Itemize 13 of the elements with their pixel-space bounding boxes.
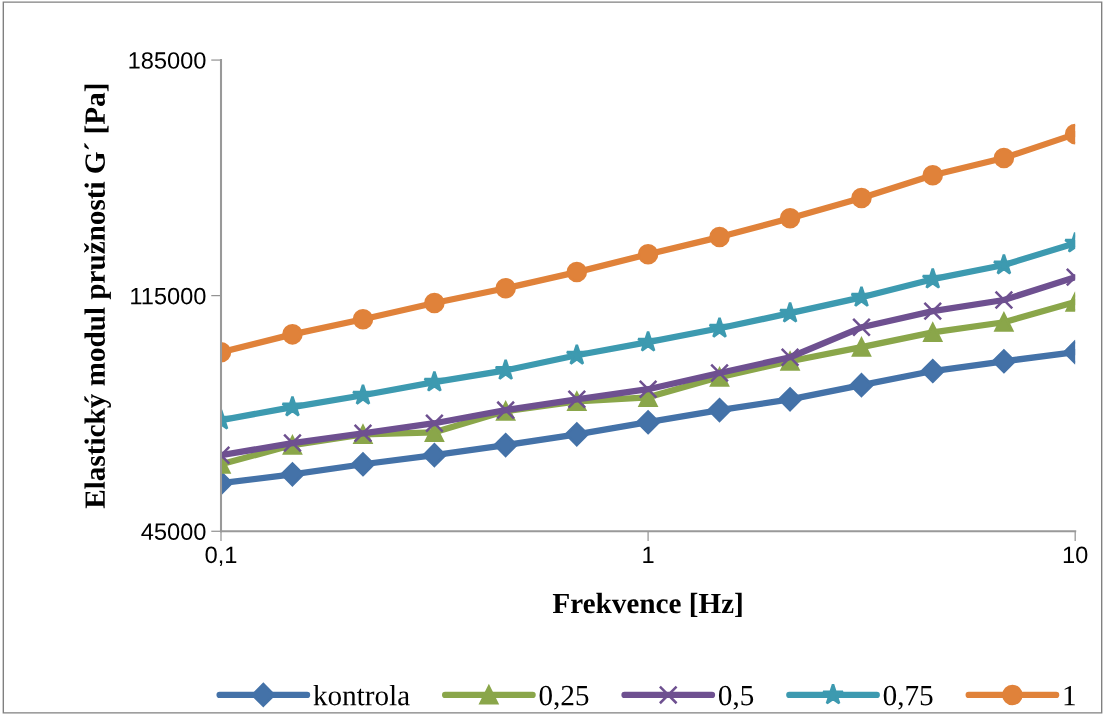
- legend-label: 0,75: [883, 685, 933, 710]
- legend-label: 1: [1064, 685, 1075, 706]
- x-tick-label: 0,1: [205, 546, 237, 566]
- x-tick-label: 10: [1063, 546, 1088, 564]
- x-axis-title: Frekvence [Hz]: [552, 592, 742, 617]
- y-tick-label: 45000: [141, 523, 206, 541]
- legend-label: 0,25: [539, 685, 589, 710]
- legend-label: kontrola: [313, 684, 410, 706]
- y-tick-label: 115000: [131, 287, 206, 305]
- y-axis-title: Elastický modul pružnosti G´ [Pa]: [84, 84, 111, 509]
- legend-label: 0,5: [718, 685, 754, 710]
- y-tick-label: 185000: [129, 52, 206, 69]
- x-tick-label: 1: [643, 546, 654, 563]
